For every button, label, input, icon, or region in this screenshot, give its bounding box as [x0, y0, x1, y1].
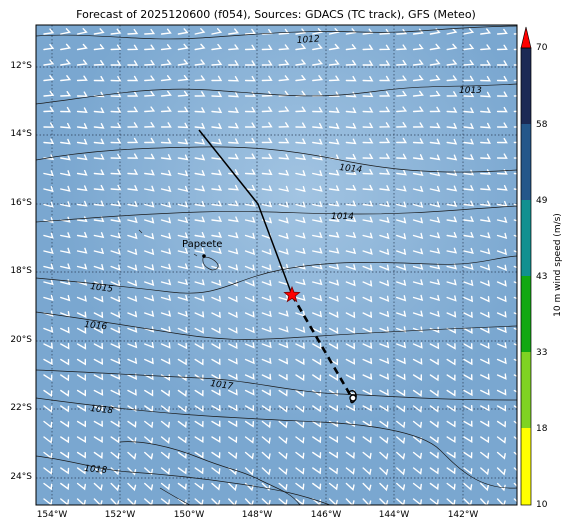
isobar-label: 1016	[84, 320, 108, 332]
islands	[138, 229, 219, 271]
isobar-label: 1014	[339, 163, 363, 175]
lat-label: 22°S	[10, 403, 32, 413]
map-frame	[35, 24, 518, 506]
colorbar-segment-49-58	[521, 124, 531, 200]
colorbar-tick: 10	[536, 500, 548, 510]
colorbar-segment-43-49	[521, 200, 531, 276]
lat-label: 14°S	[10, 129, 32, 139]
track-past	[198, 129, 293, 296]
colorbar-segment-33-43	[521, 276, 531, 352]
lon-label: 150°W	[173, 510, 205, 520]
papeete-point	[202, 254, 206, 258]
lat-label: 24°S	[10, 472, 32, 482]
colorbar-segment-58-70	[521, 48, 531, 124]
isobar-label: 1013	[459, 86, 482, 96]
lat-label: 12°S	[10, 61, 32, 71]
isobar-label: 1017	[210, 379, 234, 392]
lat-label: 18°S	[10, 266, 32, 276]
lon-label: 148°W	[241, 510, 273, 520]
ocean-background	[36, 25, 517, 505]
storm-position-star	[283, 285, 301, 303]
colorbar-tick: 18	[536, 424, 548, 434]
isobar-label: 1015	[90, 282, 114, 295]
colorbar-tick: 70	[536, 43, 548, 53]
isobar-label: 1018	[90, 404, 114, 416]
track-forecast	[290, 294, 354, 399]
map-title: Forecast of 2025120600 (f054), Sources: …	[76, 8, 476, 21]
lon-label: 142°W	[447, 510, 479, 520]
colorbar	[520, 26, 532, 506]
isobars	[36, 25, 517, 505]
lon-label: 144°W	[378, 510, 410, 520]
wind-barbs	[43, 28, 517, 505]
colorbar-segment-10-18	[521, 428, 531, 505]
isobar-label: 1014	[331, 212, 354, 222]
colorbar-tick: 33	[536, 348, 548, 358]
wind-barb-field	[43, 28, 517, 505]
lat-label: 20°S	[10, 335, 32, 345]
colorbar-label: 10 m wind speed (m/s)	[553, 213, 563, 317]
lon-label: 152°W	[104, 510, 136, 520]
isobar-label: 1018	[84, 464, 108, 476]
place-label-papeete: Papeete	[182, 239, 222, 250]
isobar-label: 1012	[297, 34, 321, 46]
forecast-end-point	[349, 394, 357, 402]
isobar-labels: 1012 1013 1014 1014 1015 1016 1017 1018 …	[84, 34, 482, 476]
colorbar-tick: 49	[536, 196, 548, 206]
lat-label: 16°S	[10, 198, 32, 208]
lon-label: 154°W	[36, 510, 68, 520]
colorbar-extend-arrow	[520, 26, 532, 49]
colorbar-segment-18-33	[521, 352, 531, 428]
lon-label: 146°W	[310, 510, 342, 520]
colorbar-tick: 58	[536, 120, 548, 130]
colorbar-tick: 43	[536, 272, 548, 282]
